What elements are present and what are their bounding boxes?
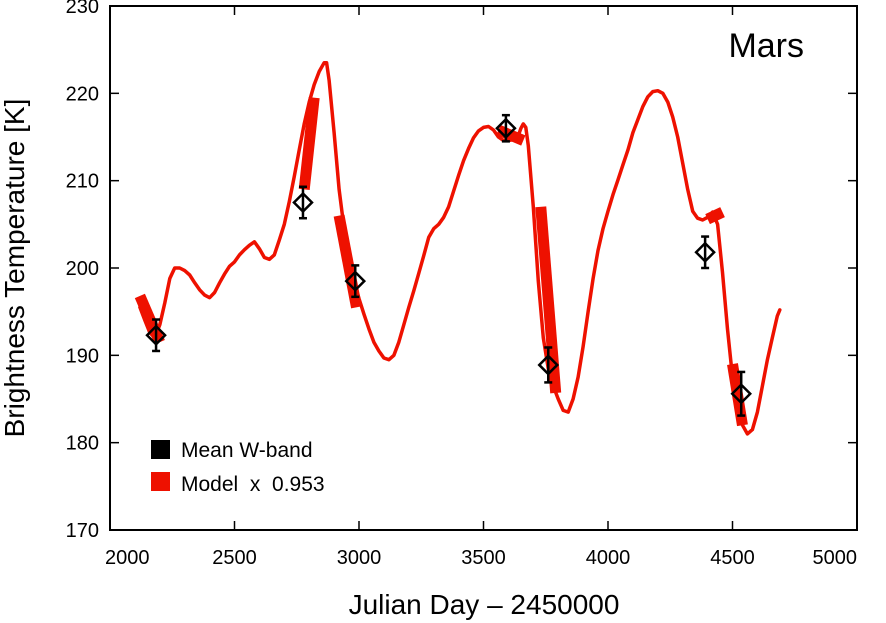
y-tick-label: 180 — [66, 433, 99, 455]
data-points-layer — [145, 113, 752, 417]
data-point-diamond — [694, 241, 716, 264]
y-tick-label: 210 — [66, 171, 99, 193]
legend-swatch-model — [151, 472, 170, 491]
ticks-layer: 2000 2500 3000 3500 4000 4500 5000 170 180 190 200… — [66, 0, 858, 569]
chart-title: Mars — [728, 27, 804, 65]
data-point-diamond — [145, 324, 167, 347]
x-tick-label: 4000 — [586, 547, 631, 569]
model-band — [298, 97, 320, 190]
x-tick-label: 3500 — [461, 547, 506, 569]
data-point-diamond — [495, 117, 517, 140]
data-point-diamond — [537, 354, 560, 376]
model-layer — [134, 61, 782, 436]
y-tick-label: 230 — [66, 0, 99, 18]
y-tick-label: 190 — [66, 345, 99, 367]
y-tick-label: 220 — [66, 83, 99, 105]
data-point-diamond — [730, 382, 752, 405]
y-axis-label: Brightness Temperature [K] — [0, 99, 30, 438]
legend: Mean W-band Model x 0.953 — [151, 439, 325, 496]
x-tick-label: 2000 — [105, 547, 150, 569]
data-point-diamond — [292, 191, 314, 214]
y-tick-label: 170 — [66, 520, 99, 542]
model-line — [138, 61, 782, 436]
legend-label-mean-w-band: Mean W-band — [181, 439, 313, 462]
x-tick-label: 3000 — [337, 547, 382, 569]
data-point-diamond — [344, 270, 367, 292]
y-tick-label: 200 — [66, 258, 99, 280]
legend-label-model: Model x 0.953 — [181, 473, 325, 496]
model-band — [496, 124, 526, 146]
model-band — [705, 207, 725, 225]
x-tick-label: 5000 — [813, 547, 858, 569]
x-tick-label: 4500 — [710, 547, 755, 569]
model-band — [333, 214, 362, 309]
x-tick-label: 2500 — [212, 547, 257, 569]
legend-swatch-mean-w-band — [151, 440, 170, 459]
x-axis-label: Julian Day – 2450000 — [349, 589, 620, 620]
